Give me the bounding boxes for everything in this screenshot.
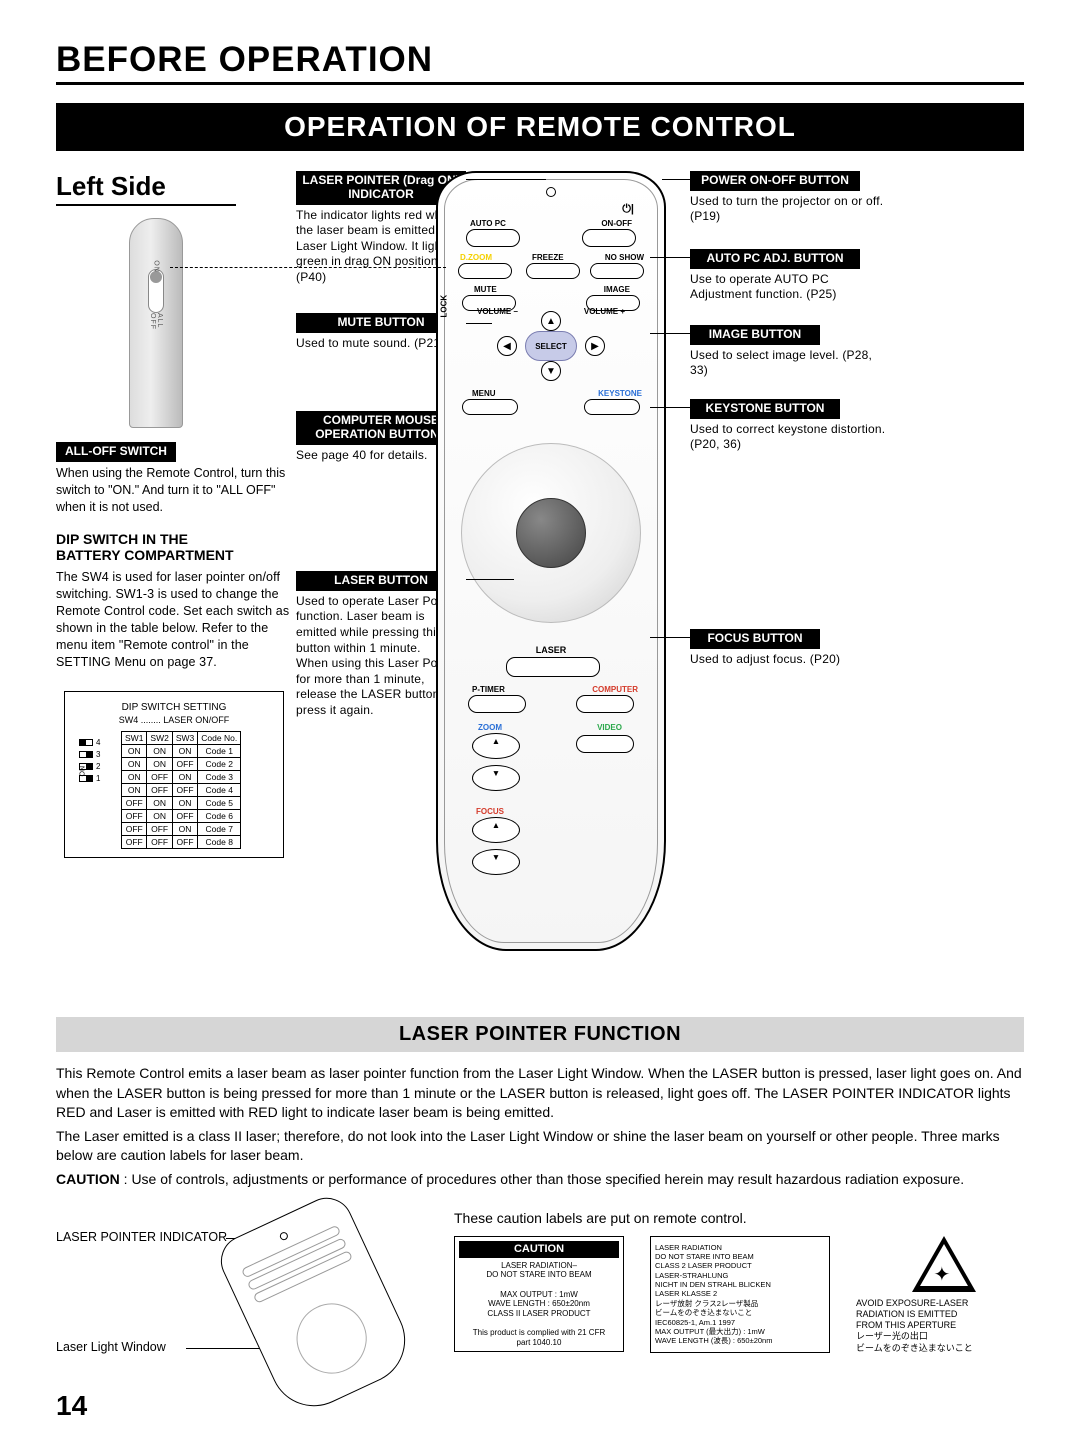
- laser-warning-triangle-icon: ✦: [912, 1236, 976, 1292]
- caution-right: These caution labels are put on remote c…: [454, 1210, 1031, 1354]
- noshow-button: [590, 263, 644, 279]
- laser-p2: The Laser emitted is a class II laser; t…: [56, 1127, 1024, 1166]
- freeze-button: [526, 263, 580, 279]
- dip-table: SW1SW2SW3Code No. ONONONCode 1 ONONOFFCo…: [121, 731, 241, 849]
- zoom-down-button: ▼: [472, 765, 520, 791]
- mouse-pad: [461, 443, 641, 623]
- alloff-chip: ALL-OFF SWITCH: [56, 442, 176, 462]
- zoom-label: ZOOM: [478, 723, 502, 732]
- menu-button: [462, 399, 518, 415]
- keystone-desc: Used to correct keystone distortion. (P2…: [690, 422, 890, 453]
- lock-label: LOCK: [440, 295, 449, 318]
- remote-illustration: ⏻| AUTO PC ON-OFF D.ZOOM FREEZE NO SHOW …: [436, 171, 666, 991]
- caution-left: LASER POINTER INDICATOR Laser Light Wind…: [56, 1210, 436, 1410]
- focus-down-button: ▼: [472, 849, 520, 875]
- mute-label: MUTE: [474, 285, 497, 294]
- dzoom-label: D.ZOOM: [460, 253, 492, 262]
- dip-box: DIP SWITCH SETTING SW4 ........ LASER ON…: [64, 691, 284, 858]
- volminus-label: VOLUME –: [477, 307, 518, 316]
- zoom-up-button: ▲: [472, 733, 520, 759]
- focus-chip: FOCUS BUTTON: [690, 629, 820, 649]
- noshow-label: NO SHOW: [605, 253, 644, 262]
- focus-desc: Used to adjust focus. (P20): [690, 652, 890, 668]
- focus-up-button: ▲: [472, 817, 520, 843]
- autopc-desc: Use to operate AUTO PC Adjustment functi…: [690, 272, 890, 303]
- subsection-banner: LASER POINTER FUNCTION: [56, 1017, 1024, 1052]
- image-chip: IMAGE BUTTON: [690, 325, 820, 345]
- volplus-label: VOLUME +: [584, 307, 625, 316]
- triangle-text: AVOID EXPOSURE-LASER RADIATION IS EMITTE…: [856, 1298, 1031, 1354]
- leader-window-label: Laser Light Window: [56, 1340, 166, 1354]
- page-number: 14: [56, 1390, 87, 1422]
- laser-label: LASER: [536, 645, 567, 655]
- autopc-button: [466, 229, 520, 247]
- power-chip: POWER ON-OFF BUTTON: [690, 171, 860, 191]
- section-banner: OPERATION OF REMOTE CONTROL: [56, 103, 1024, 151]
- keystone-chip: KEYSTONE BUTTON: [690, 399, 840, 419]
- video-label: VIDEO: [597, 723, 622, 732]
- alloff-desc: When using the Remote Control, turn this…: [56, 465, 286, 516]
- ptimer-button: [468, 695, 526, 713]
- image-label: IMAGE: [604, 285, 630, 294]
- arrow-up-icon: ▲: [541, 311, 561, 331]
- remote-sketch: [176, 1210, 436, 1410]
- ptimer-label: P-TIMER: [472, 685, 505, 694]
- switch-on-label: ON: [153, 260, 160, 273]
- power-icon: ⏻|: [622, 203, 634, 216]
- switch-off-label: ALL OFF: [149, 313, 163, 339]
- indicator-led-icon: [546, 187, 556, 197]
- left-side-block: Left Side ON ALL OFF ALL-OFF SWITCH When…: [56, 171, 256, 858]
- arrow-left-icon: ◀: [497, 336, 517, 356]
- leader-line: [170, 267, 446, 268]
- left-side-heading: Left Side: [56, 171, 236, 206]
- leader-line: [466, 323, 492, 324]
- leader-line: [466, 579, 514, 580]
- select-pad: VOLUME – VOLUME + ▲ ◀ SELECT ▶ ▼: [491, 311, 611, 381]
- dip-box-title: DIP SWITCH SETTING: [73, 702, 275, 713]
- dzoom-button: [458, 263, 512, 279]
- leader-line: [650, 257, 694, 258]
- keystone-button: [584, 399, 640, 415]
- onoff-label: ON-OFF: [601, 219, 632, 228]
- leader-line: [662, 179, 694, 180]
- autopc-label: AUTO PC: [470, 219, 506, 228]
- laser-p1: This Remote Control emits a laser beam a…: [56, 1064, 1024, 1123]
- focus-label: FOCUS: [476, 807, 504, 816]
- caution-box2-body: LASER RADIATION DO NOT STARE INTO BEAM C…: [655, 1243, 825, 1346]
- caution-triangle-block: ✦ AVOID EXPOSURE-LASER RADIATION IS EMIT…: [856, 1236, 1031, 1354]
- menu-label: MENU: [472, 389, 496, 398]
- caution-box1-body: LASER RADIATION– DO NOT STARE INTO BEAM …: [459, 1261, 619, 1347]
- keystone-label: KEYSTONE: [598, 389, 642, 398]
- onoff-button: [582, 229, 636, 247]
- caution-text: : Use of controls, adjustments or perfor…: [124, 1171, 964, 1187]
- remote-side-illustration: ON ALL OFF: [129, 218, 183, 428]
- dip-text: The SW4 is used for laser pointer on/off…: [56, 569, 296, 670]
- page-title: BEFORE OPERATION: [56, 40, 1024, 85]
- power-desc: Used to turn the projector on or off. (P…: [690, 194, 890, 225]
- leader-line: [650, 407, 694, 408]
- video-button: [576, 735, 634, 753]
- dip-box-sub: SW4 ........ LASER ON/OFF: [73, 715, 275, 725]
- dip-switch-graphic: ON 4 3 2 1: [73, 731, 113, 849]
- dip-heading: DIP SWITCH IN THE BATTERY COMPARTMENT: [56, 531, 256, 563]
- leader-line: [650, 637, 694, 638]
- caution-label-box-2: LASER RADIATION DO NOT STARE INTO BEAM C…: [650, 1236, 830, 1353]
- arrow-right-icon: ▶: [585, 336, 605, 356]
- laser-button: [506, 657, 600, 677]
- caution-word: CAUTION: [56, 1171, 120, 1187]
- image-desc: Used to select image level. (P28, 33): [690, 348, 890, 379]
- computer-label: COMPUTER: [592, 685, 638, 694]
- computer-button: [576, 695, 634, 713]
- arrow-down-icon: ▼: [541, 361, 561, 381]
- caution-label-box-1: CAUTION LASER RADIATION– DO NOT STARE IN…: [454, 1236, 624, 1353]
- caution-box1-head: CAUTION: [459, 1241, 619, 1258]
- caution-right-intro: These caution labels are put on remote c…: [454, 1210, 1031, 1226]
- leader-line: [650, 333, 694, 334]
- leader-line: [466, 179, 546, 180]
- joystick-icon: [516, 498, 586, 568]
- freeze-label: FREEZE: [532, 253, 564, 262]
- autopc-chip: AUTO PC ADJ. BUTTON: [690, 249, 860, 269]
- select-button: SELECT: [525, 331, 577, 361]
